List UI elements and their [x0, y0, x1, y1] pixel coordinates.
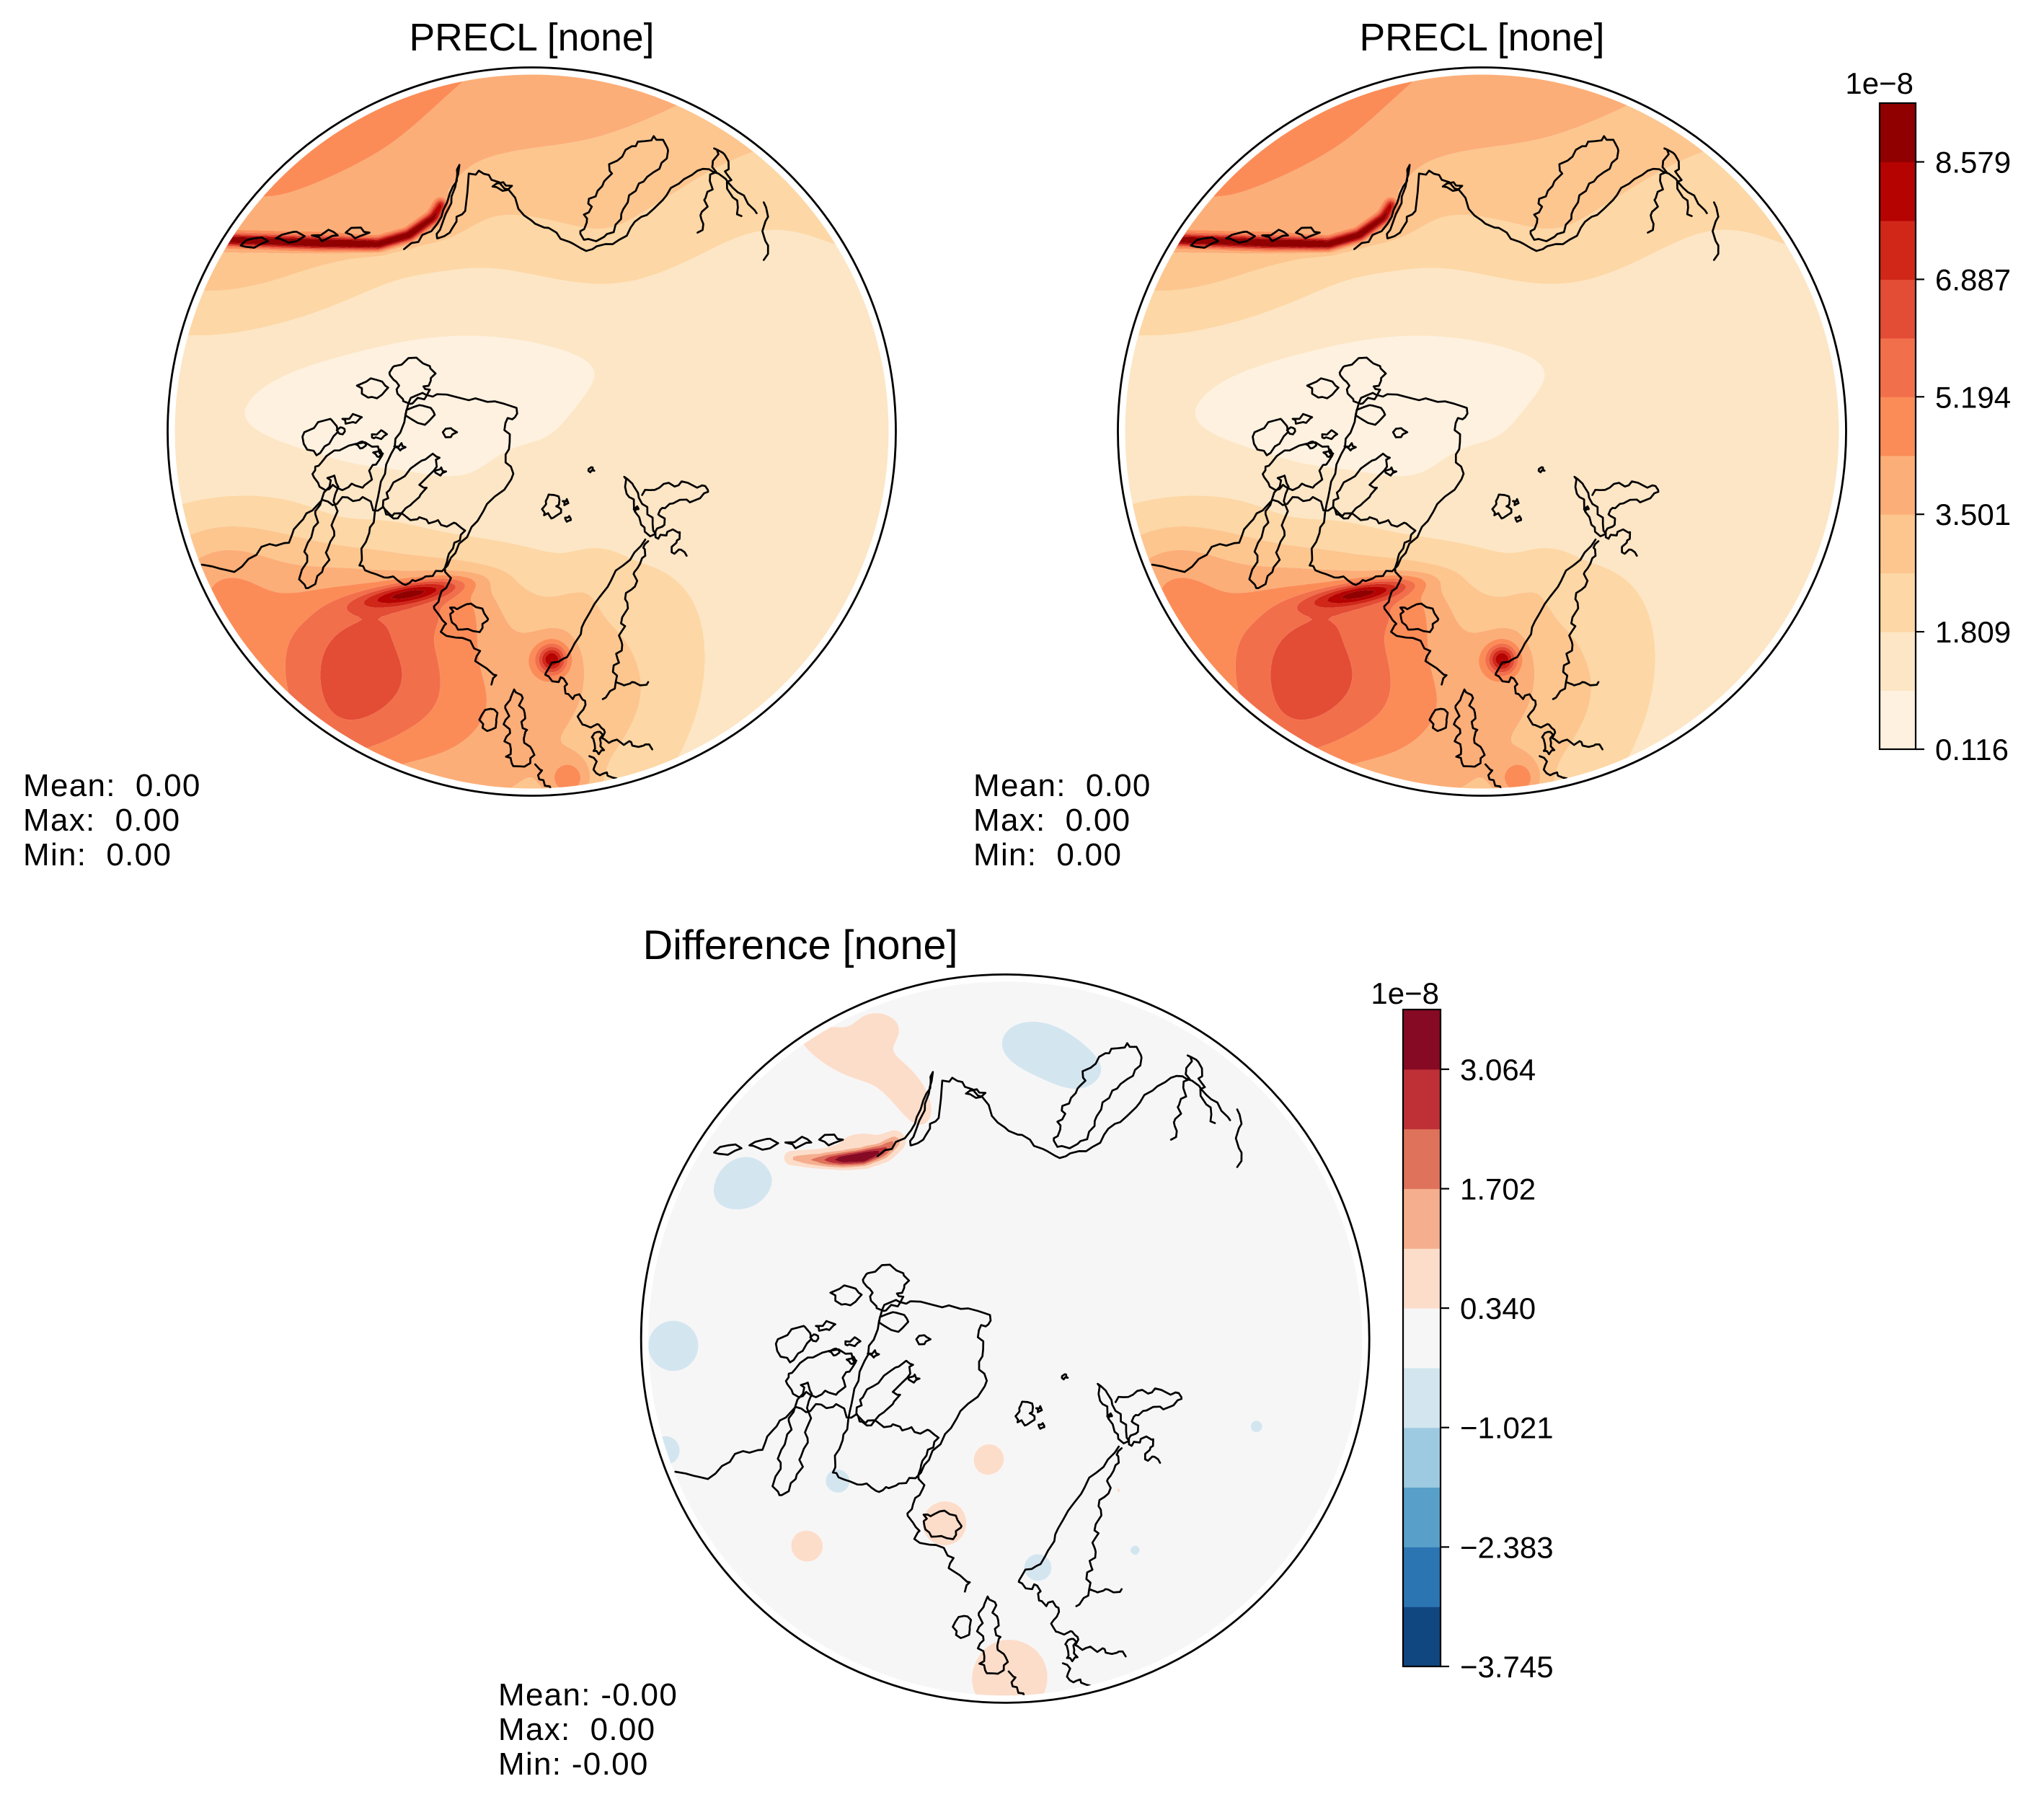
svg-text:3.501: 3.501 — [1935, 498, 2011, 531]
svg-text:Mean: -0.00: Mean: -0.00 — [498, 1677, 678, 1713]
svg-text:0.340: 0.340 — [1460, 1291, 1536, 1325]
svg-text:Min: 0.00: Min: 0.00 — [973, 837, 1122, 873]
svg-text:Max: 0.00: Max: 0.00 — [498, 1712, 655, 1747]
svg-text:−2.383: −2.383 — [1460, 1530, 1554, 1564]
svg-text:1e−8: 1e−8 — [1845, 66, 1914, 100]
svg-text:−1.021: −1.021 — [1460, 1411, 1554, 1445]
svg-text:Max: 0.00: Max: 0.00 — [973, 803, 1131, 838]
svg-text:1.809: 1.809 — [1935, 615, 2011, 649]
svg-text:6.887: 6.887 — [1935, 262, 2011, 296]
svg-text:Min: 0.00: Min: 0.00 — [23, 837, 172, 873]
svg-text:Difference [none]: Difference [none] — [643, 922, 958, 968]
svg-text:8.579: 8.579 — [1935, 146, 2011, 180]
svg-text:Mean: 0.00: Mean: 0.00 — [973, 768, 1151, 803]
svg-text:1.702: 1.702 — [1460, 1172, 1536, 1206]
svg-text:PRECL [none]: PRECL [none] — [1359, 17, 1604, 59]
svg-text:1e−8: 1e−8 — [1371, 976, 1439, 1010]
svg-text:0.116: 0.116 — [1935, 733, 2009, 767]
svg-text:Max: 0.00: Max: 0.00 — [23, 803, 180, 838]
svg-text:Mean: 0.00: Mean: 0.00 — [23, 768, 201, 803]
svg-text:−3.745: −3.745 — [1460, 1650, 1554, 1684]
svg-text:Min: -0.00: Min: -0.00 — [498, 1746, 649, 1782]
svg-text:5.194: 5.194 — [1935, 380, 2011, 414]
svg-text:PRECL [none]: PRECL [none] — [409, 17, 654, 59]
svg-text:3.064: 3.064 — [1460, 1053, 1536, 1087]
